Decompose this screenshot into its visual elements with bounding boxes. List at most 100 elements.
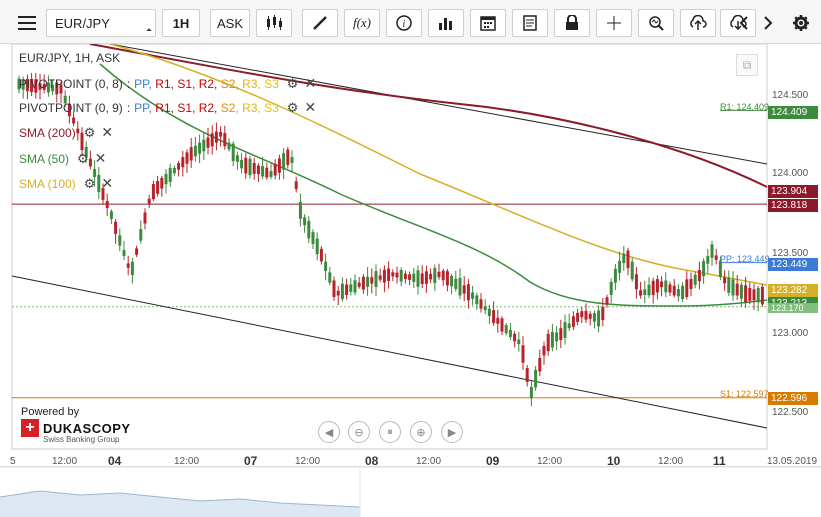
candle-body [51,84,55,92]
candle-body [340,283,344,300]
navigator-strip[interactable] [0,466,821,517]
candle-body [206,137,210,148]
expand-icon[interactable]: ⧉ [736,54,758,76]
candle-body [559,328,563,341]
logo-subtitle: Swiss Banking Group [43,435,120,444]
candle-body [181,157,185,168]
sma50-remove-icon[interactable]: ✕ [94,150,107,166]
symbol-selector[interactable]: EUR/JPY [46,9,156,37]
candles-icon[interactable] [256,9,292,37]
candle-body [118,235,122,246]
symbol-label: EUR/JPY [55,15,110,31]
x-axis-tick: 12:00 [658,456,684,467]
candle-body [424,271,428,284]
legend-sma100-name: SMA (100) [19,176,76,191]
candle-body [689,279,693,289]
candle-body [466,284,470,301]
sma100-price-label: 123.282 [768,284,818,297]
pivot-2-settings-icon[interactable]: ⚙ [286,99,299,115]
candle-body [643,289,647,295]
candle-body [655,279,659,293]
candle-body [177,163,181,170]
pp-price-label: 123.449 [768,258,818,271]
x-axis-day: 09 [486,454,500,468]
candle-body [151,184,155,200]
menu-icon[interactable] [12,9,42,37]
x-axis-date: 13.05.2019 [767,456,818,467]
info-icon[interactable]: i [386,9,422,37]
sma50-settings-icon[interactable]: ⚙ [77,150,89,166]
candle-body [147,198,151,204]
candle-body [471,292,475,299]
candle-body [735,283,739,296]
timeframe-selector[interactable]: 1H [162,9,200,37]
chevron-right-icon[interactable] [758,9,778,37]
pivot-1-settings-icon[interactable]: ⚙ [286,75,299,91]
price-chart[interactable]: EUR/JPY, 1H, ASK PIVOTPOINT (0, 8) : PP,… [0,44,821,510]
gear-icon[interactable] [790,9,812,37]
zoom-out-icon[interactable]: ⊖ [348,421,370,443]
fit-icon[interactable]: ⏸ [379,421,401,443]
candle-body [664,280,668,293]
sma200-remove-icon[interactable]: ✕ [101,124,114,140]
zoom-icon[interactable] [638,9,674,37]
crosshair-icon[interactable] [596,9,632,37]
pivot-2-remove-icon[interactable]: ✕ [304,99,317,115]
candle-body [366,276,370,287]
pivot-1-remove-icon[interactable]: ✕ [304,75,317,91]
legend-s3: S3 [264,76,279,91]
sma200-settings-icon[interactable]: ⚙ [83,124,96,140]
timeframe-label: 1H [172,15,190,31]
candle-body [261,166,265,177]
candle-body [429,273,433,280]
candle-body [508,329,512,337]
candle-body [311,232,315,244]
candle-body [458,277,462,296]
candle-body [235,155,239,162]
report-icon[interactable] [512,9,548,37]
lock-icon[interactable] [554,9,590,37]
navigator-chart[interactable] [0,466,821,517]
candle-body [584,310,588,320]
candle-body [324,261,328,271]
sma100-remove-icon[interactable]: ✕ [101,175,114,191]
candle-body [487,308,491,317]
scroll-left-icon[interactable]: ◀ [318,421,340,443]
lower-trendline [11,275,768,429]
candle-body [93,169,97,177]
candle-body [697,270,701,282]
y-axis-tick: 124.500 [772,90,809,101]
candle-body [319,248,323,262]
sma100-settings-icon[interactable]: ⚙ [83,175,96,191]
candle-body [357,282,361,287]
sma100-line [109,44,768,286]
calendar-icon[interactable] [470,9,506,37]
candle-body [399,270,403,282]
candle-body [21,79,25,90]
fx-icon[interactable]: f(x) [344,9,380,37]
candle-body [542,345,546,356]
chevron-left-icon[interactable] [734,9,754,37]
candle-body [391,272,395,277]
candle-body [685,279,689,298]
candle-body [525,368,529,382]
zoom-in-icon[interactable]: ⊕ [410,421,432,443]
bars-icon[interactable] [428,9,464,37]
candle-body [647,284,651,296]
pencil-icon[interactable] [302,9,338,37]
upload-icon[interactable] [680,9,716,37]
candle-body [88,158,92,167]
legend-pp: PP, [134,100,152,115]
x-axis-tick: 12:00 [174,456,200,467]
scroll-right-icon[interactable]: ▶ [441,421,463,443]
candle-body [374,271,378,287]
candle-body [731,279,735,296]
chart-canvas[interactable] [0,44,821,510]
r1-line-tag: R1: 124.409 [720,102,770,112]
side-selector[interactable]: ASK [210,9,250,37]
download-icon[interactable] [720,9,756,37]
candle-body [727,277,731,293]
x-axis-day: 10 [607,454,621,468]
candle-body [30,78,34,93]
y-axis-tick: 122.500 [772,407,809,418]
